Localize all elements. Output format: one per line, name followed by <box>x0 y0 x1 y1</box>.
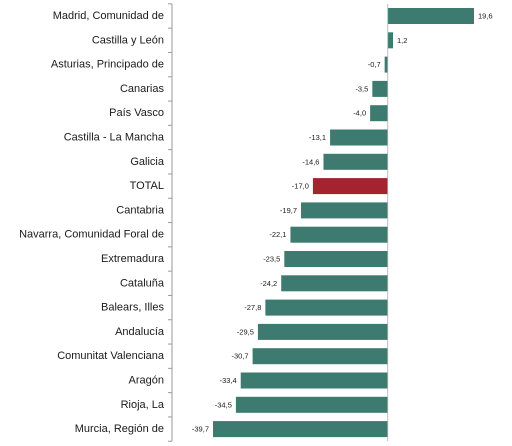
category-label: Aragón <box>129 375 164 387</box>
data-label: -24,2 <box>260 279 277 288</box>
bar <box>213 421 388 438</box>
data-label: -4,0 <box>353 109 366 118</box>
data-label: -29,5 <box>237 327 254 336</box>
data-label: -30,7 <box>232 352 249 361</box>
category-label: Asturias, Principado de <box>51 59 164 71</box>
category-label: Castilla - La Mancha <box>64 132 165 144</box>
bar <box>257 323 388 340</box>
bar <box>290 226 388 243</box>
bar <box>387 32 394 49</box>
bar <box>284 251 388 267</box>
bar <box>301 202 388 219</box>
bar <box>252 348 388 365</box>
category-label: Madrid, Comunidad de <box>53 10 164 22</box>
data-label: -3,5 <box>355 84 368 93</box>
category-label: Galicia <box>130 156 165 168</box>
data-label: -17,0 <box>292 182 309 191</box>
data-label: -19,7 <box>280 206 297 215</box>
data-label: -27,8 <box>244 303 261 312</box>
category-label: País Vasco <box>109 107 164 119</box>
data-label: -22,1 <box>269 230 286 239</box>
data-label: 19,6 <box>478 12 493 21</box>
data-label: -23,5 <box>263 255 280 264</box>
category-label: Balears, Illes <box>101 302 164 314</box>
category-label: Comunitat Valenciana <box>57 350 165 362</box>
data-label: 1,2 <box>397 36 407 45</box>
data-label: -14,6 <box>302 157 319 166</box>
bar <box>387 8 474 24</box>
category-label: Canarias <box>120 83 165 95</box>
bar <box>384 56 388 73</box>
category-label: Cantabria <box>116 204 165 216</box>
bar <box>370 105 388 122</box>
data-label: -13,1 <box>309 133 326 142</box>
bar <box>323 153 388 170</box>
bar <box>281 275 388 292</box>
category-label: Andalucía <box>115 326 165 338</box>
data-label: -39,7 <box>192 425 209 434</box>
bar <box>240 372 388 389</box>
category-label: Rioja, La <box>121 399 165 411</box>
category-label: TOTAL <box>130 180 164 192</box>
bar <box>330 129 388 146</box>
category-label: Navarra, Comunidad Foral de <box>19 229 164 241</box>
category-label: Castilla y León <box>92 34 164 46</box>
data-label: -33,4 <box>220 376 237 385</box>
data-label: -34,5 <box>215 400 232 409</box>
category-label: Cataluña <box>120 277 165 289</box>
total-bar <box>312 178 388 195</box>
data-label: -0,7 <box>368 60 381 69</box>
bar <box>372 80 388 97</box>
category-label: Extremadura <box>101 253 165 265</box>
category-label: Murcia, Región de <box>75 423 164 435</box>
bar <box>265 299 388 316</box>
bar <box>235 396 388 413</box>
